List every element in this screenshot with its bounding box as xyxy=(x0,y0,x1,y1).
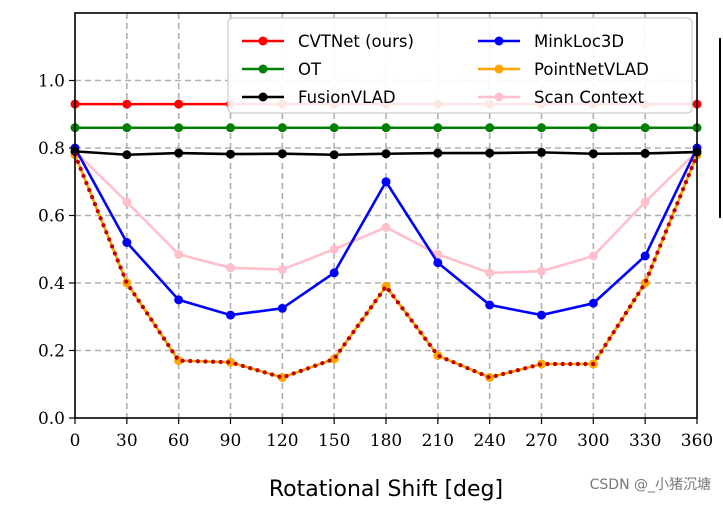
y-tick-label: 0.4 xyxy=(38,274,65,294)
data-point-minkloc3d xyxy=(329,268,339,278)
legend-label-cvtnet-ours: CVTNet (ours) xyxy=(298,32,414,51)
x-tick-label: 330 xyxy=(629,431,661,451)
x-tick-label: 120 xyxy=(266,431,298,451)
data-point-ot xyxy=(537,123,546,133)
legend-marker-scan-context xyxy=(494,92,504,102)
data-point-ot xyxy=(433,123,443,133)
data-point-minkloc3d xyxy=(122,238,132,247)
x-tick-label: 180 xyxy=(370,431,402,451)
y-tick-label: 0.2 xyxy=(38,342,65,362)
legend-label-scan-context: Scan Context xyxy=(534,88,645,107)
data-point-ot xyxy=(226,123,235,133)
data-point-minkloc3d xyxy=(277,303,287,313)
data-point-pointnetvlad xyxy=(226,357,235,367)
data-point-minkloc3d xyxy=(381,177,391,187)
ticks: 0 30 60 90 120 150 180 210 240 270 300 330 360 0.0 0.2… xyxy=(38,72,713,452)
x-axis-title: Rotational Shift [deg] xyxy=(269,477,503,502)
data-point-ot xyxy=(122,123,132,133)
data-point-scan-context xyxy=(381,222,391,232)
legend-marker-fusionvlad xyxy=(258,92,268,102)
dotted-overlay-line xyxy=(72,152,700,380)
data-point-scan-context xyxy=(329,244,339,254)
right-edge-line xyxy=(719,38,721,218)
x-tick-label: 0 xyxy=(70,431,81,451)
data-point-cvtnet-ours xyxy=(122,99,132,109)
legend-marker-ot xyxy=(258,64,268,74)
legend-box xyxy=(227,17,693,114)
data-point-minkloc3d xyxy=(537,310,546,320)
y-tick-label: 0.6 xyxy=(38,207,65,227)
series-group xyxy=(70,99,702,382)
data-point-cvtnet-ours xyxy=(174,99,184,109)
watermark: CSDN @_小猪沉塘 xyxy=(589,477,711,493)
x-tick-label: 30 xyxy=(116,431,138,451)
data-point-fusionvlad xyxy=(433,148,443,158)
x-tick-label: 90 xyxy=(220,431,242,451)
data-point-minkloc3d xyxy=(174,295,184,305)
data-point-minkloc3d xyxy=(485,300,495,310)
legend: CVTNet (ours) OT FusionVLAD MinkLoc3D PointN… xyxy=(227,17,693,114)
data-point-ot xyxy=(381,123,391,133)
data-point-ot xyxy=(485,123,495,133)
data-point-ot xyxy=(277,123,287,133)
x-tick-label: 210 xyxy=(422,431,454,451)
x-tick-label: 360 xyxy=(681,431,713,451)
data-point-fusionvlad xyxy=(588,149,598,159)
legend-marker-cvtnet-ours xyxy=(258,36,268,46)
data-point-fusionvlad xyxy=(485,148,495,158)
legend-label-ot: OT xyxy=(298,60,322,79)
x-tick-label: 300 xyxy=(577,431,609,451)
data-point-ot xyxy=(640,123,650,133)
y-tick-label: 0.8 xyxy=(38,139,65,159)
legend-label-pointnetvlad: PointNetVLAD xyxy=(534,60,649,79)
data-point-fusionvlad xyxy=(174,148,184,158)
x-tick-label: 270 xyxy=(525,431,557,451)
data-point-scan-context xyxy=(588,251,598,261)
data-point-ot xyxy=(174,123,184,133)
legend-label-minkloc3d: MinkLoc3D xyxy=(534,32,624,51)
legend-label-fusionvlad: FusionVLAD xyxy=(298,88,396,107)
y-tick-label: 0.0 xyxy=(38,409,65,429)
data-point-minkloc3d xyxy=(226,310,235,320)
data-point-scan-context xyxy=(640,197,650,207)
data-point-scan-context xyxy=(433,249,443,259)
data-point-ot xyxy=(329,123,339,133)
data-point-fusionvlad xyxy=(537,147,546,157)
x-tick-label: 150 xyxy=(318,431,350,451)
data-point-fusionvlad xyxy=(329,150,339,160)
data-point-scan-context xyxy=(226,263,235,273)
y-tick-label: 1.0 xyxy=(38,72,65,92)
data-point-fusionvlad xyxy=(122,150,132,160)
data-point-fusionvlad xyxy=(277,149,287,159)
data-point-minkloc3d xyxy=(588,298,598,308)
data-point-scan-context xyxy=(537,266,546,276)
data-point-fusionvlad xyxy=(640,148,650,158)
data-point-fusionvlad xyxy=(381,149,391,159)
data-point-scan-context xyxy=(277,265,287,274)
data-point-scan-context xyxy=(485,268,495,278)
data-point-scan-context xyxy=(122,197,132,207)
data-point-minkloc3d xyxy=(640,251,650,261)
x-tick-label: 240 xyxy=(473,431,505,451)
legend-marker-minkloc3d xyxy=(494,36,504,46)
grid xyxy=(75,13,697,418)
data-point-minkloc3d xyxy=(433,258,443,268)
legend-marker-pointnetvlad xyxy=(494,64,504,74)
data-point-ot xyxy=(588,123,598,133)
x-tick-label: 60 xyxy=(168,431,190,451)
data-point-fusionvlad xyxy=(226,149,235,159)
data-point-scan-context xyxy=(174,249,184,259)
